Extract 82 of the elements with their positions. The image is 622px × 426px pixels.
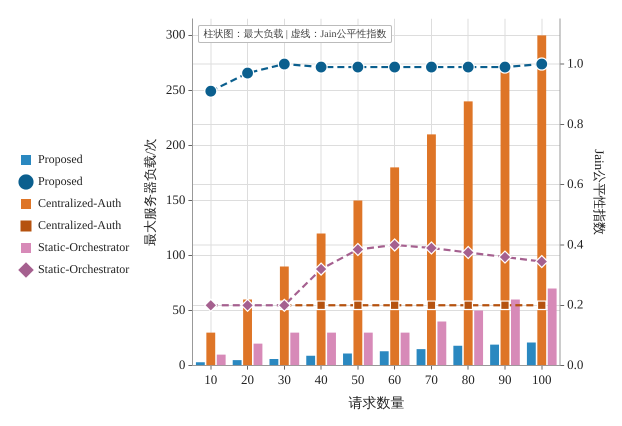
bar [526, 342, 536, 366]
x-tick-label: 80 [462, 372, 475, 387]
point [426, 300, 436, 310]
x-tick-label: 50 [351, 372, 364, 387]
x-tick-label: 30 [278, 372, 291, 387]
point [424, 60, 438, 74]
y2-axis-title: Jain公平性指数 [592, 149, 607, 236]
y-tick-label: 50 [172, 302, 186, 317]
bar [390, 167, 400, 366]
x-axis-title: 请求数量 [348, 395, 404, 412]
point [498, 60, 512, 74]
x-tick-label: 100 [532, 372, 552, 387]
bar [427, 134, 436, 366]
x-tick-label: 10 [204, 372, 218, 387]
x-tick-label: 90 [498, 372, 512, 387]
bar [343, 353, 352, 366]
y2-tick-label: 0.0 [567, 357, 584, 372]
point [388, 60, 402, 74]
point [500, 300, 510, 310]
point [535, 254, 548, 268]
point [462, 60, 475, 74]
y-tick-label: 150 [166, 192, 186, 207]
point [535, 57, 548, 71]
bar [380, 351, 389, 366]
point [463, 300, 474, 310]
point [240, 298, 254, 312]
legend-label: Static-Orchestrator [38, 262, 130, 276]
point [498, 250, 512, 264]
point [462, 246, 475, 260]
bar [327, 332, 336, 366]
bar [453, 346, 462, 366]
point [351, 60, 364, 74]
y2-tick-label: 0.8 [567, 116, 584, 131]
bar [490, 344, 499, 366]
x-tick-label: 60 [388, 372, 402, 387]
bar [474, 310, 484, 366]
y-tick-label: 200 [166, 136, 186, 152]
point [314, 262, 328, 276]
y2-tick-label: 0.4 [567, 236, 584, 252]
y-axis-title: 最大服务器负载/次 [142, 138, 158, 246]
bar [364, 332, 373, 366]
point [314, 60, 328, 74]
point [204, 298, 218, 312]
y2-tick-label: 0.6 [567, 176, 584, 192]
point [351, 242, 364, 256]
point [536, 300, 547, 310]
y-tick-label: 300 [166, 26, 186, 42]
legend-label: Proposed [38, 174, 83, 188]
bar [306, 356, 316, 366]
y-tick-label: 0 [178, 357, 186, 372]
bar [254, 344, 262, 366]
point [204, 84, 218, 98]
bar [269, 358, 278, 366]
bar [437, 322, 446, 366]
bar [290, 332, 300, 366]
legend-label: Centralized-Auth [38, 196, 122, 210]
x-tick-label: 20 [241, 372, 254, 387]
bar [400, 332, 410, 366]
x-tick-label: 40 [314, 372, 328, 387]
bar [416, 349, 426, 366]
y-tick-label: 250 [166, 82, 186, 97]
point [424, 241, 438, 255]
legend-label: Proposed [38, 152, 83, 166]
annotation: 柱状图：最大负载 | 虚线：Jain公平性指数 [198, 24, 392, 43]
point [353, 300, 363, 310]
legend-label: Static-Orchestrator [38, 240, 130, 254]
bar [548, 288, 557, 366]
bar [216, 354, 226, 366]
bar [206, 332, 216, 366]
bar [232, 360, 242, 366]
bar [510, 300, 520, 366]
bar [196, 362, 205, 366]
x-tick-label: 70 [424, 372, 438, 387]
y2-tick-label: 1.0 [567, 55, 584, 70]
y-tick-label: 100 [166, 246, 186, 262]
point [240, 66, 254, 80]
point [278, 57, 291, 71]
point [316, 300, 326, 310]
y2-tick-label: 0.2 [567, 296, 584, 312]
legend-label: Centralized-Auth [38, 218, 122, 232]
point [390, 300, 400, 310]
point [388, 238, 402, 252]
